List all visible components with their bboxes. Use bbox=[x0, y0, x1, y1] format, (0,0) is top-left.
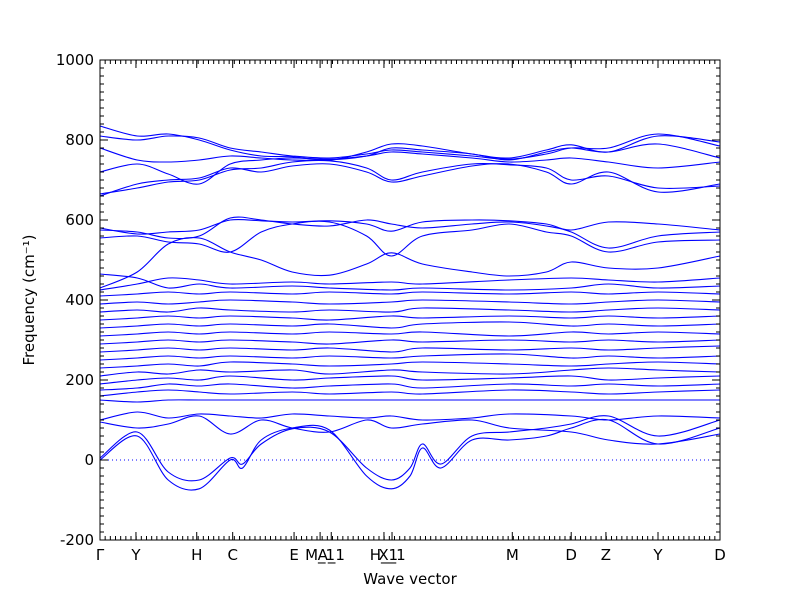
x-tick-label: D bbox=[565, 546, 577, 564]
x-tick-label: Y bbox=[130, 546, 141, 564]
x-tick-label: C bbox=[227, 546, 237, 564]
y-axis-title-unit: (cm⁻¹) bbox=[20, 235, 38, 284]
phonon-branch-14 bbox=[99, 331, 721, 337]
phonon-branch-21 bbox=[99, 273, 721, 291]
phonon-branch-2 bbox=[99, 415, 721, 482]
phonon-branch-23 bbox=[99, 220, 721, 257]
phonon-branch-28 bbox=[99, 151, 721, 185]
phonon-branch-22 bbox=[99, 237, 721, 289]
y-axis-title-group: Frequency (cm⁻¹) bbox=[20, 235, 38, 366]
phonon-branch-27 bbox=[99, 159, 721, 195]
y-tick-label: 800 bbox=[65, 131, 94, 149]
phonon-branch-15 bbox=[99, 321, 721, 329]
phonon-branch-5 bbox=[99, 399, 720, 403]
y-tick-label: 200 bbox=[65, 371, 94, 389]
phonon-branch-6 bbox=[99, 389, 721, 397]
phonon-branch-1 bbox=[99, 418, 721, 491]
phonon-branch-25 bbox=[99, 216, 721, 249]
phonon-branch-31 bbox=[99, 133, 721, 160]
y-axis-title-text: Frequency bbox=[20, 288, 38, 366]
x-tick-label: H bbox=[191, 546, 202, 564]
x-tick-label: H_1 bbox=[370, 546, 398, 565]
x-tick-label: M_1 bbox=[305, 546, 335, 565]
phonon-branch-16 bbox=[99, 315, 721, 321]
phonon-branch-26 bbox=[99, 163, 721, 197]
x-axis-title: Wave vector bbox=[363, 570, 457, 588]
phonon-branch-10 bbox=[99, 361, 721, 369]
phonon-branch-3 bbox=[99, 415, 721, 445]
x-tick-label: M bbox=[506, 546, 519, 564]
y-tick-label: 1000 bbox=[56, 51, 94, 69]
phonon-branch-13 bbox=[99, 339, 721, 345]
x-tick-label: D bbox=[714, 546, 726, 564]
y-tick-label: 400 bbox=[65, 291, 94, 309]
phonon-branch-20 bbox=[99, 277, 721, 291]
plot-area bbox=[99, 125, 721, 491]
phonon-branch-24 bbox=[99, 218, 721, 235]
phonon-branch-4 bbox=[99, 411, 721, 421]
phonon-branch-9 bbox=[99, 367, 721, 377]
phonon-branch-19 bbox=[99, 291, 721, 297]
x-tick-label: Y bbox=[652, 546, 663, 564]
phonon-branch-8 bbox=[99, 375, 721, 385]
phonon-branch-30 bbox=[99, 125, 721, 161]
phonon-branch-18 bbox=[99, 299, 721, 305]
phonon-branch-12 bbox=[99, 345, 721, 353]
plot-frame bbox=[99, 59, 721, 541]
y-tick-label: 0 bbox=[84, 451, 94, 469]
y-axis-title: Frequency (cm⁻¹) bbox=[20, 235, 38, 366]
x-tick-label: X_1 bbox=[378, 546, 405, 565]
x-tick-label: Z bbox=[601, 546, 611, 564]
x-tick-label: Γ bbox=[96, 546, 105, 564]
x-tick-label: E bbox=[289, 546, 298, 564]
y-tick-label: -200 bbox=[60, 531, 94, 549]
x-axis: Γ Y H C E M_1A_1 H_1X_1 M D Z Y D bbox=[96, 60, 726, 565]
phonon-branch-17 bbox=[99, 307, 721, 313]
phonon-branch-7 bbox=[99, 383, 721, 391]
phonon-branch-11 bbox=[99, 353, 721, 361]
y-axis: -200 0 200 400 600 800 1000 bbox=[56, 51, 720, 549]
y-tick-label: 600 bbox=[65, 211, 94, 229]
x-tick-label: A_1 bbox=[318, 546, 345, 565]
